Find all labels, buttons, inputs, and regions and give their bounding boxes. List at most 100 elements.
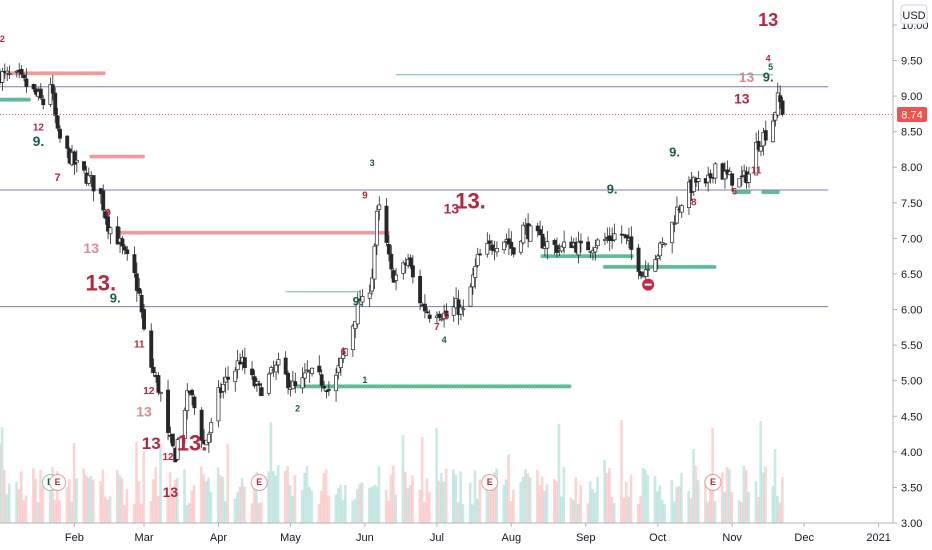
level-dot: [405, 384, 411, 389]
level-dot: [158, 230, 163, 235]
level-dot: [703, 264, 708, 269]
level-dot: [72, 71, 77, 76]
level-dot: [564, 384, 569, 389]
candle-body: [624, 234, 629, 239]
volume-bar: [384, 489, 388, 523]
volume-bar: [725, 467, 729, 523]
volume-bar: [502, 485, 506, 523]
y-tick-label: 8.00: [901, 162, 922, 174]
volume-bar: [579, 485, 582, 523]
candle-body: [374, 210, 379, 246]
level-dot: [310, 384, 316, 389]
level-dot: [598, 254, 603, 259]
level-dot: [195, 230, 200, 235]
candle-body: [91, 175, 96, 192]
level-dot: [380, 384, 385, 389]
candle-body: [660, 241, 665, 245]
volume-bar: [154, 467, 158, 523]
level-dot: [250, 230, 255, 235]
level-dot: [221, 230, 226, 235]
candle-body: [528, 225, 533, 242]
volume-bar: [185, 504, 189, 523]
last-price-badge: 8.74: [897, 107, 927, 123]
level-dot: [551, 254, 557, 259]
candle-body: [723, 170, 727, 180]
volume-bar: [84, 475, 88, 523]
level-dot: [129, 230, 134, 235]
volume-bar: [536, 469, 539, 523]
candle-body: [518, 240, 523, 253]
volume-bar: [728, 469, 731, 523]
currency-button[interactable]: USD: [900, 4, 928, 25]
volume-bar: [485, 482, 489, 523]
level-dot: [210, 230, 215, 235]
candle-body: [334, 374, 339, 392]
level-dot: [100, 154, 105, 159]
level-dot: [285, 230, 290, 235]
candle-body: [538, 229, 543, 236]
volume-bar: [200, 466, 203, 523]
y-tick-label: 7.00: [901, 233, 922, 245]
volume-bar: [418, 489, 422, 523]
candle-body: [48, 84, 53, 105]
level-dot: [524, 384, 529, 389]
level-dot: [348, 230, 353, 235]
level-dot: [12, 97, 17, 102]
level-dot: [316, 230, 321, 235]
volume-bar: [152, 479, 155, 523]
volume-bar: [574, 477, 578, 523]
level-dot: [305, 230, 310, 235]
level-dot: [18, 97, 23, 102]
level-dot: [308, 230, 313, 235]
volume-bar: [435, 427, 438, 523]
volume-bar: [658, 485, 662, 523]
level-dot: [198, 230, 203, 235]
level-dot: [345, 230, 350, 235]
volume-bar: [310, 491, 314, 523]
level-dot: [132, 230, 137, 235]
volume-bars: [0, 420, 784, 523]
level-dot: [420, 384, 425, 389]
volume-bar: [226, 443, 230, 523]
level-dot: [775, 190, 780, 195]
volume-bar: [260, 502, 263, 523]
candle-body: [319, 374, 324, 386]
level-dot: [342, 230, 347, 235]
candle-body: [384, 205, 389, 243]
level-dot: [550, 384, 555, 389]
volume-bar: [689, 498, 693, 523]
level-dot: [469, 384, 474, 389]
x-tick-label: May: [280, 532, 301, 544]
level-dot: [600, 254, 606, 259]
volume-bar: [675, 486, 678, 523]
volume-bar: [603, 459, 606, 523]
x-tick-label: Nov: [722, 532, 742, 544]
level-dot: [155, 230, 160, 235]
price-axis[interactable]: 10.009.509.008.508.007.507.006.506.005.5…: [893, 20, 929, 530]
level-dot: [192, 230, 198, 235]
level-dot: [319, 230, 324, 235]
volume-bar: [39, 470, 42, 523]
candle-body: [478, 253, 483, 256]
level-dot: [207, 230, 212, 235]
level-dot: [414, 384, 419, 389]
volume-bar: [680, 473, 683, 523]
candle-body: [771, 120, 775, 143]
level-dot: [460, 384, 465, 389]
candle-body: [451, 306, 456, 316]
sequential-label: 5: [732, 186, 737, 196]
volume-bar: [543, 490, 546, 523]
volume-bar: [255, 471, 258, 523]
sequential-label: 3: [370, 158, 375, 168]
level-dot: [772, 190, 777, 195]
level-dot: [187, 230, 192, 235]
time-axis[interactable]: Feb Mar Apr May Jun Jul Aug Sep Oct Nov Dec 2021: [65, 523, 891, 544]
level-dot: [426, 384, 431, 389]
volume-bar: [624, 481, 628, 523]
candle-body: [250, 368, 255, 376]
volume-bar: [490, 481, 494, 523]
level-dot: [181, 230, 186, 235]
level-dot: [120, 230, 126, 235]
